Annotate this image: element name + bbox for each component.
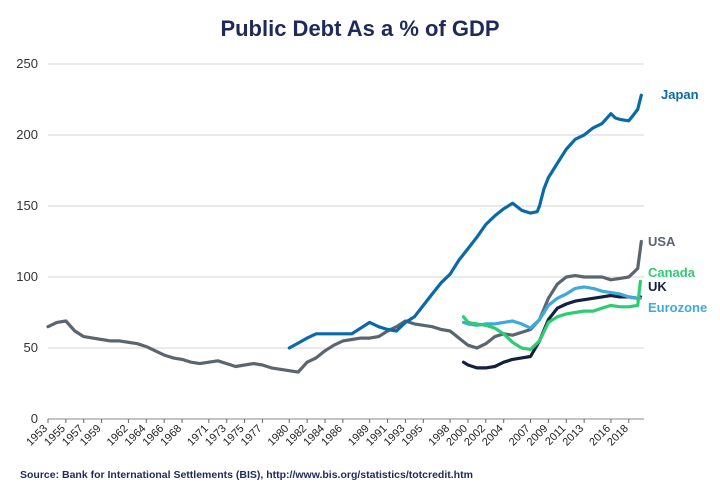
series-line-uk	[461, 293, 642, 370]
x-tick-label: 1968	[158, 423, 184, 449]
series-lines	[46, 93, 643, 374]
y-tick-label: 50	[24, 340, 38, 355]
source-note: Source: Bank for International Settlemen…	[20, 469, 473, 481]
x-tick-label: 2013	[560, 423, 586, 449]
series-label-eurozone: Eurozone	[648, 300, 707, 315]
y-tick-label: 200	[16, 127, 38, 142]
x-tick-label: 1959	[78, 423, 104, 449]
series-line-canada	[461, 279, 642, 351]
x-tick-label: 1986	[319, 423, 345, 449]
x-tick-label: 1995	[400, 423, 426, 449]
x-tick-label: 2018	[605, 423, 631, 449]
y-axis: 0 50 100 150 200 250	[16, 56, 38, 426]
chart-title: Public Debt As a % of GDP	[220, 16, 500, 41]
y-tick-label: 0	[31, 411, 38, 426]
x-tick-label: 1977	[239, 423, 265, 449]
y-tick-label: 150	[16, 198, 38, 213]
series-label-japan: Japan	[661, 87, 699, 102]
gridlines	[48, 63, 644, 420]
y-tick-label: 250	[16, 56, 38, 71]
series-line-eurozone	[461, 285, 642, 330]
x-tick-label: 2004	[480, 423, 506, 449]
series-label-canada: Canada	[648, 265, 696, 280]
series-line-usa	[46, 239, 643, 374]
series-label-usa: USA	[648, 234, 676, 249]
series-label-uk: UK	[648, 279, 667, 294]
series-line-japan	[287, 93, 643, 350]
y-tick-label: 100	[16, 269, 38, 284]
